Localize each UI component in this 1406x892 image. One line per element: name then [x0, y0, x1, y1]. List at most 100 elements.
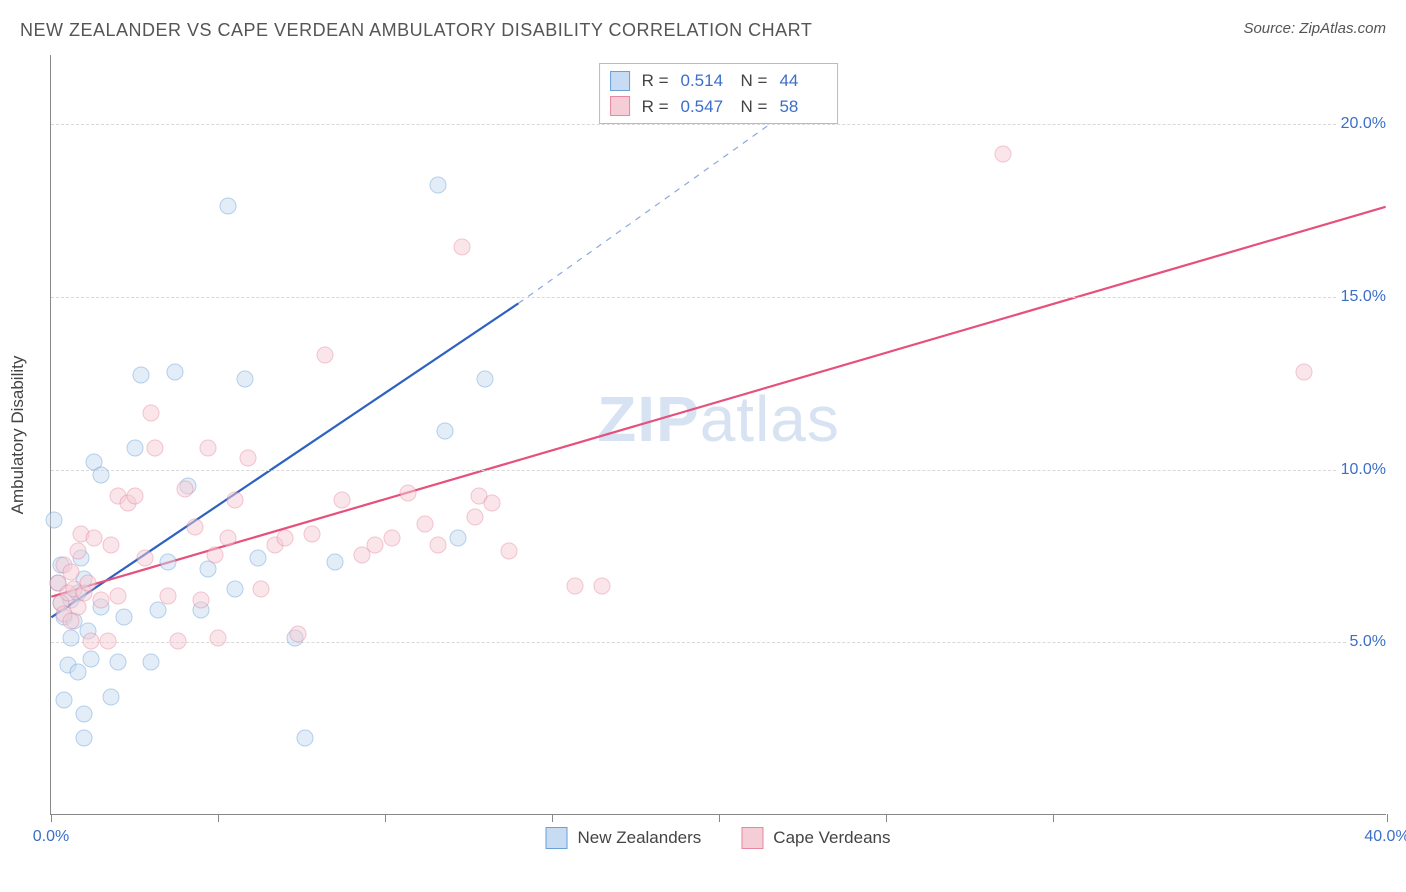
x-tick — [1387, 814, 1388, 822]
data-point — [76, 730, 93, 747]
data-point — [193, 591, 210, 608]
data-point — [206, 546, 223, 563]
legend-label: Cape Verdeans — [773, 828, 890, 848]
data-point — [56, 692, 73, 709]
legend-label: New Zealanders — [578, 828, 702, 848]
gridline — [51, 642, 1386, 643]
x-tick-label: 0.0% — [33, 828, 69, 846]
data-point — [146, 439, 163, 456]
x-tick — [719, 814, 720, 822]
chart-area: ZIPatlas R =0.514N =44R =0.547N =58 5.0%… — [50, 55, 1386, 815]
data-point — [83, 633, 100, 650]
legend-swatch — [741, 827, 763, 849]
legend-item: Cape Verdeans — [741, 827, 890, 849]
x-tick — [886, 814, 887, 822]
data-point — [303, 526, 320, 543]
x-tick — [1053, 814, 1054, 822]
data-point — [430, 177, 447, 194]
data-point — [276, 529, 293, 546]
data-point — [126, 488, 143, 505]
chart-title: NEW ZEALANDER VS CAPE VERDEAN AMBULATORY… — [20, 20, 812, 41]
data-point — [500, 543, 517, 560]
data-point — [143, 405, 160, 422]
gridline — [51, 297, 1386, 298]
legend-swatch — [546, 827, 568, 849]
data-point — [366, 536, 383, 553]
stat-r-label: R = — [642, 68, 669, 94]
series-swatch — [610, 96, 630, 116]
data-point — [236, 370, 253, 387]
stats-box: R =0.514N =44R =0.547N =58 — [599, 63, 839, 124]
data-point — [93, 591, 110, 608]
x-tick — [552, 814, 553, 822]
stat-r-label: R = — [642, 94, 669, 120]
x-tick — [218, 814, 219, 822]
data-point — [400, 484, 417, 501]
data-point — [450, 529, 467, 546]
stats-row: R = 0.514 N = 44 — [610, 68, 828, 94]
data-point — [169, 633, 186, 650]
series-swatch — [610, 71, 630, 91]
x-tick — [385, 814, 386, 822]
data-point — [93, 467, 110, 484]
data-point — [253, 581, 270, 598]
data-point — [79, 574, 96, 591]
x-tick — [51, 814, 52, 822]
data-point — [116, 609, 133, 626]
y-tick-label: 10.0% — [1337, 461, 1390, 479]
stat-n-label: N = — [741, 94, 768, 120]
y-axis-label: Ambulatory Disability — [8, 356, 28, 515]
data-point — [240, 450, 257, 467]
data-point — [159, 553, 176, 570]
y-tick-label: 5.0% — [1346, 633, 1390, 651]
trend-line — [51, 207, 1385, 597]
data-point — [467, 508, 484, 525]
data-point — [136, 550, 153, 567]
data-point — [143, 654, 160, 671]
data-point — [220, 198, 237, 215]
data-point — [994, 146, 1011, 163]
plot-region: ZIPatlas R =0.514N =44R =0.547N =58 5.0%… — [50, 55, 1386, 815]
data-point — [333, 491, 350, 508]
y-tick-label: 15.0% — [1337, 288, 1390, 306]
data-point — [199, 439, 216, 456]
data-point — [453, 239, 470, 256]
stat-n-value: 44 — [779, 68, 827, 94]
data-point — [63, 564, 80, 581]
stat-r-value: 0.514 — [681, 68, 729, 94]
data-point — [166, 363, 183, 380]
data-point — [46, 512, 63, 529]
data-point — [133, 367, 150, 384]
stats-row: R =0.547N =58 — [610, 94, 828, 120]
data-point — [99, 633, 116, 650]
gridline — [51, 470, 1386, 471]
x-tick-label: 40.0% — [1364, 828, 1406, 846]
data-point — [567, 578, 584, 595]
data-point — [220, 529, 237, 546]
data-point — [594, 578, 611, 595]
data-point — [226, 491, 243, 508]
stat-r-value: 0.547 — [681, 94, 729, 120]
data-point — [76, 705, 93, 722]
data-point — [109, 654, 126, 671]
data-point — [383, 529, 400, 546]
data-point — [210, 629, 227, 646]
data-point — [83, 650, 100, 667]
data-point — [1295, 363, 1312, 380]
legend-item: New Zealanders — [546, 827, 702, 849]
source-attribution: Source: ZipAtlas.com — [1243, 20, 1386, 37]
data-point — [176, 481, 193, 498]
data-point — [290, 626, 307, 643]
data-point — [477, 370, 494, 387]
stat-n-label: N = — [741, 68, 768, 94]
data-point — [159, 588, 176, 605]
data-point — [296, 730, 313, 747]
trend-line — [51, 303, 518, 617]
data-point — [103, 536, 120, 553]
data-point — [86, 529, 103, 546]
data-point — [63, 629, 80, 646]
data-point — [69, 664, 86, 681]
data-point — [103, 688, 120, 705]
data-point — [126, 439, 143, 456]
data-point — [226, 581, 243, 598]
